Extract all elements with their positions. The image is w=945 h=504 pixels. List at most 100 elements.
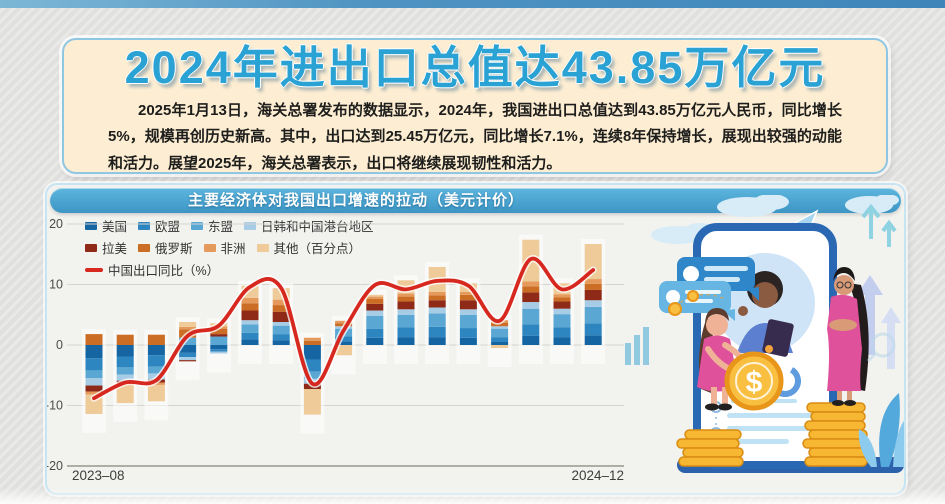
bar-segment [553,327,571,338]
bar-segment [522,292,540,303]
search-dollar-icon [866,332,896,363]
bar-segment [397,309,415,315]
bar-segment [85,391,103,395]
bar-segment [584,279,602,284]
growth-arrows-top-icon [861,203,897,247]
chart-panel: 主要经济体对我国出口增速的拉动（美元计价） 美国 欧盟 东盟 日韩和中国港台地区 拉美俄… [45,183,906,495]
legend-swatch [85,221,97,230]
bar-segment [459,291,477,295]
bar-segment [397,301,415,310]
bar-2023-09 [113,329,138,423]
bar-segment [335,320,353,324]
bar-segment [335,341,353,345]
legend-swatch [138,243,151,252]
bar-segment [179,360,197,362]
bar-segment [366,310,384,316]
bar-segment [553,297,571,302]
bar-segment [366,315,384,329]
bar-segment [179,322,197,327]
bar-segment [272,305,290,312]
bar-2023-08 [82,329,106,433]
bar-segment [491,341,509,345]
bar-segment [366,296,384,300]
bar-segment [366,294,384,297]
bar-segment [428,295,446,301]
bar-segment [272,340,290,345]
x-axis-label-right: 2024–12 [571,468,624,483]
bottom-fade [0,488,945,504]
bar-segment [179,326,197,330]
bar-segment [553,337,571,345]
bar-segment [147,384,165,402]
bar-segment [210,336,228,345]
bar-segment [584,306,602,324]
businesswoman-right [827,267,869,406]
bar-segment [241,339,259,345]
bar-segment [241,320,259,325]
bar-segment [335,345,353,356]
bar-2024-10 [518,234,543,364]
bar-segment [116,334,134,345]
legend-label: 俄罗斯 [155,242,193,256]
bar-segment [553,314,571,328]
chart-header-title: 主要经济体对我国出口增速的拉动（美元计价） [187,192,524,209]
y-tick-label: 0 [56,338,63,352]
bar-segment [459,309,477,315]
bar-segment [366,328,384,338]
bar-segment [459,337,477,345]
page-title: 2024年进出口总值达43.85万亿元 [124,42,826,93]
y-tick-label: 10 [49,278,63,292]
bar-segment [522,286,540,293]
legend-swatch [244,221,257,230]
bar-segment [522,302,540,309]
bar-segment [272,325,290,335]
bar-segment [428,313,446,327]
legend-label: 中国出口同比（%） [108,264,220,278]
bar-segment [85,334,103,345]
intro-paragraph: 2025年1月13日，海关总署发布的数据显示，2024年，我国进出口总值达到43… [108,101,842,173]
bar-segment [303,371,321,379]
bar-segment [584,289,602,301]
legend-item: 非洲 [203,238,246,257]
bar-segment [397,337,415,345]
bar-segment [584,283,602,290]
bar-segment [459,328,477,338]
bar-segment [272,322,290,326]
bar-segment [366,303,384,311]
bar-segment [210,349,228,352]
bar-segment [85,345,103,359]
bar-segment [147,366,165,374]
bar-segment [241,303,259,311]
title-card: 2024年进出口总值达43.85万亿元 2025年1月13日，海关总署发布的数据… [62,38,888,174]
legend-label: 其他（百分点） [273,242,362,256]
y-tick-label: 20 [49,217,63,231]
bar-segment [303,340,321,345]
coin-stack-left [676,429,744,467]
bar-segment [428,326,446,338]
plant-decoration [858,393,904,467]
bar-segment [366,337,384,345]
bar-segment [210,328,228,335]
bar-2024-05 [362,289,387,364]
bar-segment [85,358,103,371]
bar-segment [428,300,446,308]
bar-segment [459,294,477,301]
bar-segment [272,334,290,341]
legend-swatch [191,221,204,230]
bar-segment [428,307,446,314]
coin-stack-right [802,402,868,467]
bar-segment [85,370,103,379]
bar-segment [272,311,290,323]
top-accent-strip [0,0,945,8]
bar-segment [179,352,197,358]
bar-segment [459,314,477,329]
bar-segment [147,334,165,345]
dollar-symbol: $ [746,366,763,399]
coin-trail [668,290,726,316]
bar-segment [553,294,571,298]
bar-segment [179,357,197,361]
bar-segment [116,356,134,368]
bar-segment [210,351,228,354]
y-tick-label: -20 [47,459,63,473]
legend-label: 拉美 [102,242,128,256]
